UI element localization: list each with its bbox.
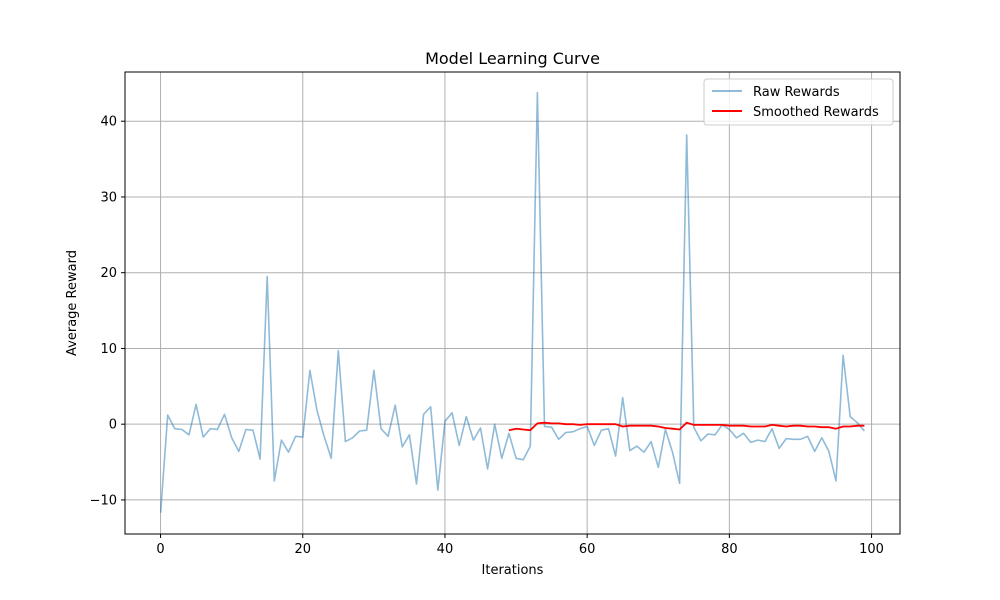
x-tick-label: 40: [437, 542, 454, 557]
chart-title: Model Learning Curve: [425, 49, 600, 68]
x-tick-label: 100: [859, 542, 884, 557]
plot-area: [125, 72, 900, 534]
y-axis-label: Average Reward: [65, 250, 80, 356]
x-tick-label: 20: [294, 542, 311, 557]
raw-rewards-line: [159, 91, 866, 513]
y-tick-label: 10: [100, 342, 117, 357]
legend-box: [703, 78, 894, 126]
legend-label-smoothed-rewards: Smoothed Rewards: [753, 105, 879, 120]
grid: [125, 72, 900, 534]
y-tick-label: 40: [100, 115, 117, 130]
plot-frame: [124, 71, 901, 535]
smoothed-rewards-line: [508, 421, 865, 432]
x-tick-label: 80: [721, 542, 738, 557]
y-tick-label: 20: [100, 266, 117, 281]
y-tick-label: −10: [90, 493, 117, 508]
series-layer: [159, 91, 866, 513]
x-tick-label: 60: [579, 542, 596, 557]
legend: Raw Rewards Smoothed Rewards: [703, 78, 894, 126]
x-axis-label: Iterations: [482, 563, 544, 578]
x-tick-label: 0: [156, 542, 164, 557]
axis-ticks: 0 20 40 60 80 100 −10 0 10 20 30 40: [90, 115, 884, 557]
legend-label-raw-rewards: Raw Rewards: [753, 85, 840, 100]
y-tick-label: 30: [100, 190, 117, 205]
y-tick-label: 0: [109, 418, 117, 433]
